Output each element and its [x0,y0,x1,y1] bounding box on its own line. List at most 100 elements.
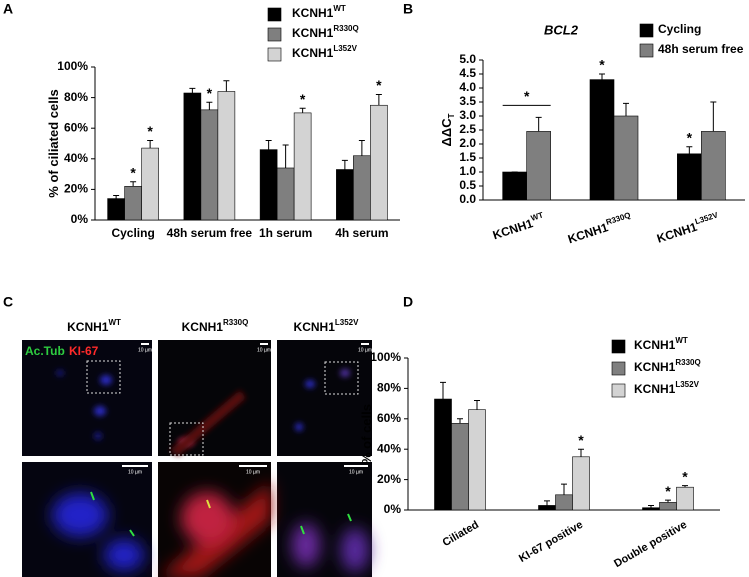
bar [677,153,702,201]
error-bar [375,94,382,106]
legend-label-superscript: L352V [675,380,699,389]
stain-label: Ac.Tub [25,344,65,358]
x-tick-label-main: 1h serum [259,226,312,240]
zoom-box [86,360,121,394]
y-tick-label: 60% [377,411,401,425]
bar [589,79,615,201]
bar [451,423,469,511]
column-label: KCNH1R330Q [182,318,249,334]
x-tick-label: KCNH1R330Q [566,211,634,247]
legend-label: KCNH1L352V [292,44,358,60]
bar [468,409,486,511]
legend-label: KCNH1WT [292,4,346,20]
scale-labels: 10 µm 10 µm 10 µm 10 µm 10 µm 10 µm [128,347,372,475]
bar [336,169,354,221]
cilium [206,499,211,509]
y-tick-label: 1.5 [459,150,476,164]
y-axis-label: % of ciliated cells [46,89,61,197]
legend-swatch [611,361,626,376]
y-tick-label: 80% [64,90,88,104]
y-tick-label: 100% [57,59,88,73]
x-tick-label-main: Cycling [111,226,154,240]
image [22,340,152,456]
x-tick-label: KCNH1L352V [655,210,722,246]
legend-label-superscript: WT [333,4,346,13]
error-bar [299,107,306,113]
legend-swatch [267,47,282,62]
bar [572,456,590,511]
y-tick-label: 4.5 [459,66,476,80]
y-tick-label: 60% [64,120,88,134]
error-bar [113,195,120,199]
significance: * [207,85,213,101]
y-tick-label: 3.0 [459,108,476,122]
y-axis-label-main: % of cells [359,404,374,464]
x-tick-label: 48h serum free [167,226,253,240]
y-tick-label: 3.5 [459,94,476,108]
error-bar [474,400,480,410]
y-tick-label: 40% [377,441,401,455]
legend-label: KCNH1R330Q [634,358,701,374]
legend-label-superscript: R330Q [333,24,358,33]
y-tick-label: 2.0 [459,136,476,150]
bar [502,171,527,201]
error-bar [440,381,446,400]
x-tick-label: KI-67 positive [517,519,585,565]
y-axis-label-main: % of ciliated cells [46,89,61,197]
legend-label-main: KCNH1 [292,46,334,60]
error-bar [665,499,671,503]
bar [200,109,219,221]
microscopy: KCNH1WT KCNH1R330Q KCNH1L352V [22,318,372,577]
legend-label-main: KCNH1 [292,6,334,20]
bar [293,112,312,221]
y-axis-label-subscript: T [447,113,456,118]
y-tick-label: 20% [64,182,88,196]
cilium [300,525,305,535]
y-tick-label: 5.0 [459,52,476,66]
legend-swatch [639,23,654,38]
legend-swatch [267,7,282,22]
y-tick-label: 0.0 [459,192,476,206]
y-tick-label: 40% [64,151,88,165]
legend-label-superscript: WT [675,336,688,345]
bar [183,92,202,221]
error-bar [189,87,196,94]
cilium [347,513,352,522]
scale-label: 10 µm [349,469,363,475]
bar [642,507,660,511]
significance: * [578,432,584,448]
x-tick-label-main: KCNH1 [491,216,535,242]
error-bar [457,418,463,424]
y-axis-label-main: ΔΔC [439,118,454,147]
significance: * [524,88,530,104]
legend-swatch [267,27,282,42]
significance: * [665,483,671,499]
zoom-box [324,361,359,395]
image [277,340,372,456]
error-bar [535,116,542,132]
legend-label-main: Cycling [658,22,701,36]
y-tick-label: 1.0 [459,164,476,178]
panel-label: D [403,294,413,310]
zoom-box [169,422,204,456]
significance: * [130,164,136,180]
x-tick-label: 4h serum [335,226,388,240]
error-bar [206,101,213,110]
scale-label: 10 µm [128,469,142,475]
bar [434,398,452,511]
column-label: KCNH1L352V [294,318,360,334]
bar [353,155,371,221]
column-label: KCNH1WT [67,318,121,334]
cilium [90,491,95,501]
bar [538,505,556,511]
x-tick-label: Double positive [612,519,689,570]
error-bar [648,504,654,508]
x-tick-label-main: KCNH1 [655,220,699,246]
error-bar [130,181,137,187]
y-tick-label: 80% [377,381,401,395]
x-tick-label-superscript: R330Q [605,211,632,227]
error-bar [341,159,348,170]
legend-label: KCNH1L352V [634,380,700,396]
error-bar [223,80,230,92]
bar [107,198,125,221]
